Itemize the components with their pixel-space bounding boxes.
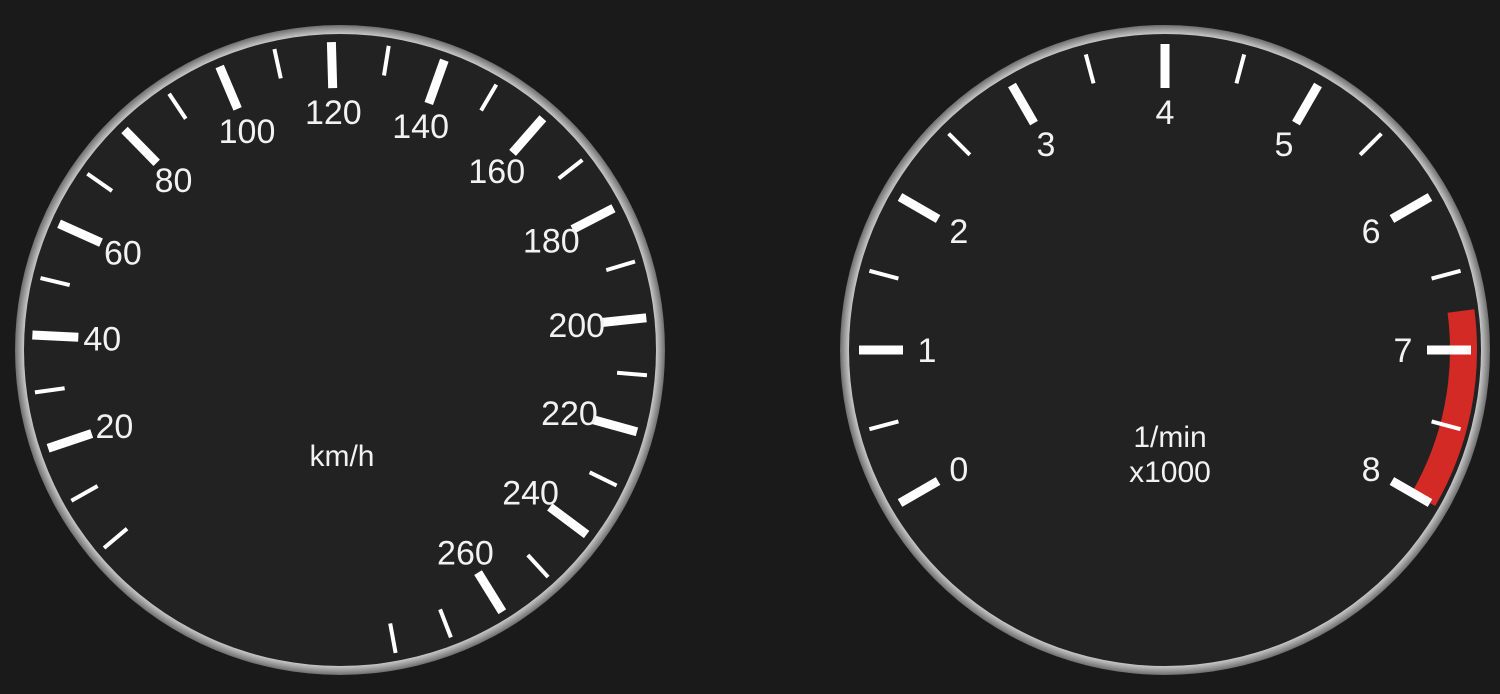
speedometer-scale-label: 40 — [83, 320, 121, 358]
speedometer-scale-label: 240 — [502, 475, 559, 513]
tachometer-scale-label: 0 — [949, 451, 968, 489]
speedometer-scale-label: 200 — [548, 307, 605, 345]
speedometer-scale-label: 140 — [392, 108, 449, 146]
speedometer-scale-label: 220 — [541, 395, 598, 433]
speedometer-major-tick — [32, 335, 78, 337]
speedometer-scale-label: 60 — [104, 234, 142, 272]
tachometer-scale-label: 7 — [1394, 332, 1413, 370]
tachometer-scale-label: 5 — [1275, 126, 1294, 164]
tachometer-scale-label: 8 — [1362, 451, 1381, 489]
tachometer-gauge: 0 1 2 3 4 5 6 7 8 1/min x1000 — [840, 25, 1490, 675]
tachometer-unit-line1: 1/min — [1133, 421, 1206, 454]
speedometer-scale-label: 20 — [96, 408, 134, 446]
tachometer-scale-label: 2 — [949, 213, 968, 251]
tachometer-scale-label: 6 — [1362, 213, 1381, 251]
speedometer-scale-label: 180 — [523, 222, 580, 260]
tachometer-scale-label: 1 — [918, 332, 937, 370]
speedometer-unit-label: km/h — [309, 440, 374, 473]
speedometer-scale-label: 100 — [219, 113, 276, 151]
speedometer-scale-label: 80 — [155, 162, 193, 200]
speedometer-scale-label: 260 — [437, 534, 494, 572]
speedometer-scale-label: 160 — [468, 153, 525, 191]
speedometer-minor-tick — [617, 373, 647, 375]
speedometer-major-tick — [601, 318, 647, 323]
tachometer-scale-label: 4 — [1156, 94, 1175, 132]
speedometer-scale-label: 120 — [305, 94, 362, 132]
tachometer-unit-line2: x1000 — [1129, 456, 1211, 489]
speedometer-major-tick — [331, 42, 332, 88]
tachometer-scale-label: 3 — [1037, 126, 1056, 164]
